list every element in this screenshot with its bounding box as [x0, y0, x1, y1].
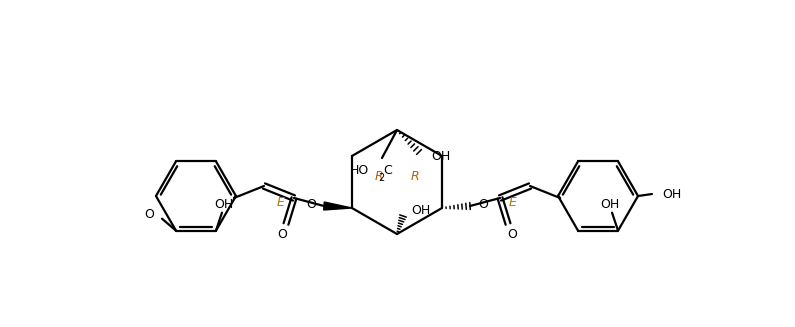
Text: O: O [306, 198, 316, 211]
Text: OH: OH [662, 187, 681, 200]
Text: OH: OH [431, 149, 450, 163]
Text: OH: OH [215, 198, 234, 211]
Text: OH: OH [600, 198, 619, 211]
Polygon shape [324, 202, 352, 210]
Text: E: E [509, 196, 517, 209]
Text: O: O [507, 228, 517, 240]
Text: R: R [411, 170, 419, 183]
Text: O: O [277, 228, 287, 240]
Text: O: O [144, 208, 154, 221]
Text: 2: 2 [378, 173, 384, 183]
Text: E: E [277, 196, 285, 209]
Text: C: C [383, 164, 392, 177]
Text: OH: OH [411, 203, 430, 216]
Text: O: O [478, 198, 488, 211]
Text: R: R [374, 170, 383, 183]
Text: HO: HO [350, 164, 369, 177]
